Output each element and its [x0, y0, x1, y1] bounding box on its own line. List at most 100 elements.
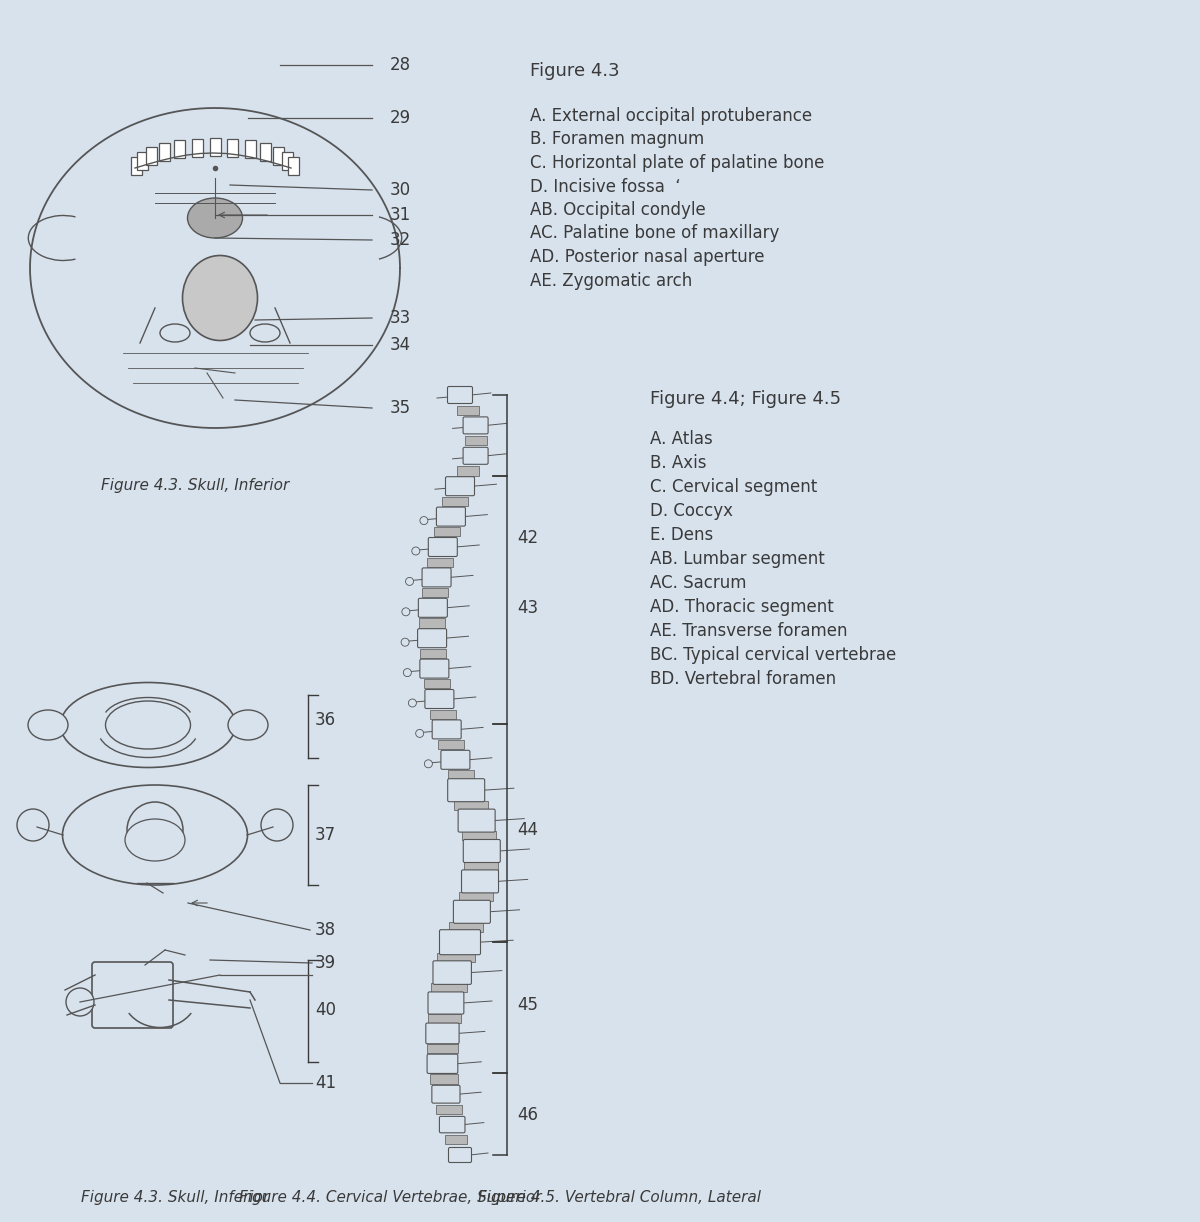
- Circle shape: [66, 989, 94, 1015]
- Bar: [282, 152, 293, 170]
- Circle shape: [401, 638, 409, 646]
- FancyBboxPatch shape: [445, 477, 474, 496]
- Bar: [427, 1044, 457, 1053]
- FancyBboxPatch shape: [433, 960, 472, 985]
- Text: C. Horizontal plate of palatine bone: C. Horizontal plate of palatine bone: [530, 154, 824, 172]
- Bar: [458, 892, 493, 901]
- FancyBboxPatch shape: [449, 1147, 472, 1162]
- Text: A. Atlas: A. Atlas: [650, 430, 713, 448]
- Text: AB. Lumbar segment: AB. Lumbar segment: [650, 550, 824, 568]
- Bar: [420, 649, 446, 657]
- Text: 35: 35: [390, 400, 412, 417]
- Bar: [431, 1074, 458, 1084]
- Bar: [462, 831, 497, 841]
- Bar: [438, 741, 464, 749]
- Text: 30: 30: [390, 181, 412, 199]
- Bar: [174, 141, 186, 159]
- Bar: [437, 1105, 462, 1114]
- Text: AD. Thoracic segment: AD. Thoracic segment: [650, 598, 834, 616]
- Bar: [146, 147, 157, 165]
- Bar: [430, 710, 456, 719]
- Ellipse shape: [106, 701, 191, 749]
- Bar: [437, 953, 475, 962]
- Text: 44: 44: [517, 821, 538, 840]
- Bar: [431, 984, 467, 992]
- Text: BD. Vertebral foramen: BD. Vertebral foramen: [650, 670, 836, 688]
- Text: A. External occipital protuberance: A. External occipital protuberance: [530, 108, 812, 125]
- Text: 43: 43: [517, 599, 538, 617]
- Text: Figure 4.4. Cervical Vertebrae, Superior: Figure 4.4. Cervical Vertebrae, Superior: [239, 1190, 541, 1205]
- Circle shape: [412, 547, 420, 555]
- Bar: [449, 923, 482, 931]
- Text: E. Dens: E. Dens: [650, 525, 713, 544]
- Text: 42: 42: [517, 529, 538, 547]
- Text: 33: 33: [390, 309, 412, 327]
- Bar: [160, 143, 170, 161]
- Text: 29: 29: [390, 109, 412, 127]
- Bar: [445, 1135, 467, 1144]
- Text: 46: 46: [517, 1106, 538, 1124]
- Bar: [192, 138, 203, 156]
- Text: 39: 39: [314, 954, 336, 971]
- FancyBboxPatch shape: [422, 568, 451, 587]
- FancyBboxPatch shape: [454, 901, 491, 924]
- FancyBboxPatch shape: [448, 778, 485, 802]
- FancyBboxPatch shape: [463, 417, 488, 434]
- Bar: [434, 527, 460, 536]
- FancyBboxPatch shape: [458, 809, 496, 832]
- Text: Figure 4.4; Figure 4.5: Figure 4.4; Figure 4.5: [650, 390, 841, 408]
- Bar: [260, 143, 271, 161]
- FancyBboxPatch shape: [462, 870, 498, 893]
- FancyBboxPatch shape: [440, 750, 470, 770]
- Text: Figure 4.3. Skull, Inferior: Figure 4.3. Skull, Inferior: [101, 478, 289, 492]
- FancyBboxPatch shape: [432, 720, 461, 739]
- Text: BC. Typical cervical vertebrae: BC. Typical cervical vertebrae: [650, 646, 896, 664]
- Text: 40: 40: [314, 1001, 336, 1019]
- Text: 41: 41: [314, 1074, 336, 1092]
- Circle shape: [127, 802, 182, 858]
- Text: 31: 31: [390, 207, 412, 224]
- FancyBboxPatch shape: [432, 1085, 460, 1103]
- Bar: [210, 138, 221, 156]
- FancyBboxPatch shape: [92, 962, 173, 1028]
- Text: 45: 45: [517, 996, 538, 1014]
- Text: AB. Occipital condyle: AB. Occipital condyle: [530, 200, 706, 219]
- FancyBboxPatch shape: [419, 599, 448, 617]
- Bar: [427, 557, 452, 567]
- FancyBboxPatch shape: [426, 1023, 460, 1044]
- FancyBboxPatch shape: [439, 930, 480, 954]
- Bar: [420, 618, 445, 628]
- Ellipse shape: [60, 683, 235, 767]
- FancyBboxPatch shape: [418, 628, 446, 648]
- Circle shape: [406, 578, 414, 585]
- Text: D. Incisive fossa  ‘: D. Incisive fossa ‘: [530, 177, 680, 196]
- Circle shape: [262, 809, 293, 841]
- Bar: [245, 141, 256, 159]
- FancyBboxPatch shape: [437, 507, 466, 527]
- Bar: [464, 862, 498, 871]
- Circle shape: [402, 607, 410, 616]
- Ellipse shape: [28, 710, 68, 741]
- Text: 28: 28: [390, 56, 412, 75]
- Text: D. Coccyx: D. Coccyx: [650, 502, 733, 521]
- Text: AE. Transverse foramen: AE. Transverse foramen: [650, 622, 847, 640]
- FancyBboxPatch shape: [428, 538, 457, 556]
- Circle shape: [415, 730, 424, 737]
- Text: Figure 4.5. Vertebral Column, Lateral: Figure 4.5. Vertebral Column, Lateral: [479, 1190, 762, 1205]
- Bar: [443, 497, 468, 506]
- Bar: [288, 156, 299, 175]
- FancyBboxPatch shape: [463, 447, 488, 464]
- Circle shape: [17, 809, 49, 841]
- Text: AE. Zygomatic arch: AE. Zygomatic arch: [530, 271, 692, 290]
- FancyBboxPatch shape: [420, 659, 449, 678]
- Text: AD. Posterior nasal aperture: AD. Posterior nasal aperture: [530, 248, 764, 266]
- Bar: [228, 138, 239, 156]
- Text: 36: 36: [314, 711, 336, 730]
- Ellipse shape: [62, 785, 247, 885]
- FancyBboxPatch shape: [427, 1055, 458, 1073]
- Bar: [464, 436, 486, 445]
- Circle shape: [403, 668, 412, 677]
- Bar: [421, 588, 448, 598]
- Circle shape: [420, 517, 428, 524]
- Text: Figure 4.3. Skull, Inferior: Figure 4.3. Skull, Inferior: [80, 1190, 269, 1205]
